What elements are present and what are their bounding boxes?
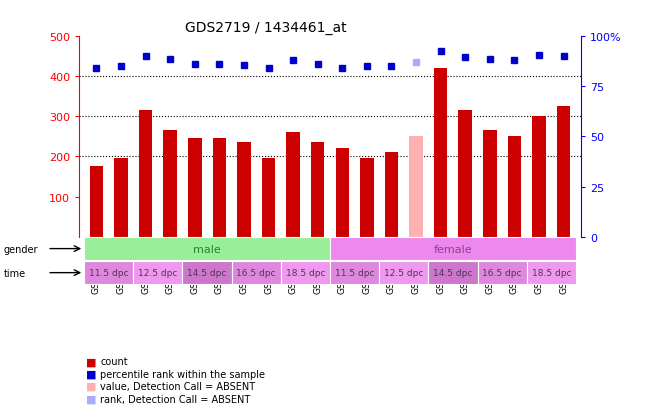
Bar [483, 131, 496, 237]
Bar [237, 143, 251, 237]
Text: GDS2719 / 1434461_at: GDS2719 / 1434461_at [185, 21, 346, 35]
Bar [478, 261, 527, 285]
Bar [557, 107, 570, 237]
Text: 11.5 dpc: 11.5 dpc [89, 268, 129, 278]
Bar [133, 261, 182, 285]
Bar [434, 69, 447, 237]
Bar [90, 167, 103, 237]
Bar [409, 136, 423, 237]
Bar [84, 237, 330, 261]
Bar [232, 261, 280, 285]
Bar [527, 261, 576, 285]
Text: 18.5 dpc: 18.5 dpc [286, 268, 325, 278]
Bar [330, 261, 380, 285]
Bar [311, 143, 325, 237]
Text: ■: ■ [86, 356, 96, 366]
Bar [360, 159, 374, 237]
Bar [164, 131, 177, 237]
Text: 12.5 dpc: 12.5 dpc [384, 268, 424, 278]
Text: 12.5 dpc: 12.5 dpc [138, 268, 178, 278]
Text: percentile rank within the sample: percentile rank within the sample [100, 369, 265, 379]
Bar [114, 159, 128, 237]
Text: 14.5 dpc: 14.5 dpc [187, 268, 227, 278]
Bar [459, 111, 472, 237]
Bar [182, 261, 232, 285]
Bar [379, 261, 428, 285]
Bar [335, 149, 349, 237]
Text: count: count [100, 356, 128, 366]
Text: female: female [434, 244, 473, 254]
Bar [213, 139, 226, 237]
Text: time: time [3, 268, 26, 278]
Text: 11.5 dpc: 11.5 dpc [335, 268, 374, 278]
Text: value, Detection Call = ABSENT: value, Detection Call = ABSENT [100, 381, 255, 391]
Bar [286, 133, 300, 237]
Text: gender: gender [3, 244, 38, 254]
Text: 16.5 dpc: 16.5 dpc [482, 268, 522, 278]
Text: rank, Detection Call = ABSENT: rank, Detection Call = ABSENT [100, 394, 251, 404]
Text: 18.5 dpc: 18.5 dpc [531, 268, 571, 278]
Bar [428, 261, 478, 285]
Text: ■: ■ [86, 369, 96, 379]
Bar [188, 139, 201, 237]
Text: 14.5 dpc: 14.5 dpc [433, 268, 473, 278]
Bar [532, 117, 546, 237]
Text: ■: ■ [86, 394, 96, 404]
Bar [330, 237, 576, 261]
Bar [280, 261, 330, 285]
Text: ■: ■ [86, 381, 96, 391]
Bar [262, 159, 275, 237]
Text: 16.5 dpc: 16.5 dpc [236, 268, 276, 278]
Bar [84, 261, 133, 285]
Bar [508, 137, 521, 237]
Bar [139, 111, 152, 237]
Bar [385, 153, 398, 237]
Text: male: male [193, 244, 221, 254]
